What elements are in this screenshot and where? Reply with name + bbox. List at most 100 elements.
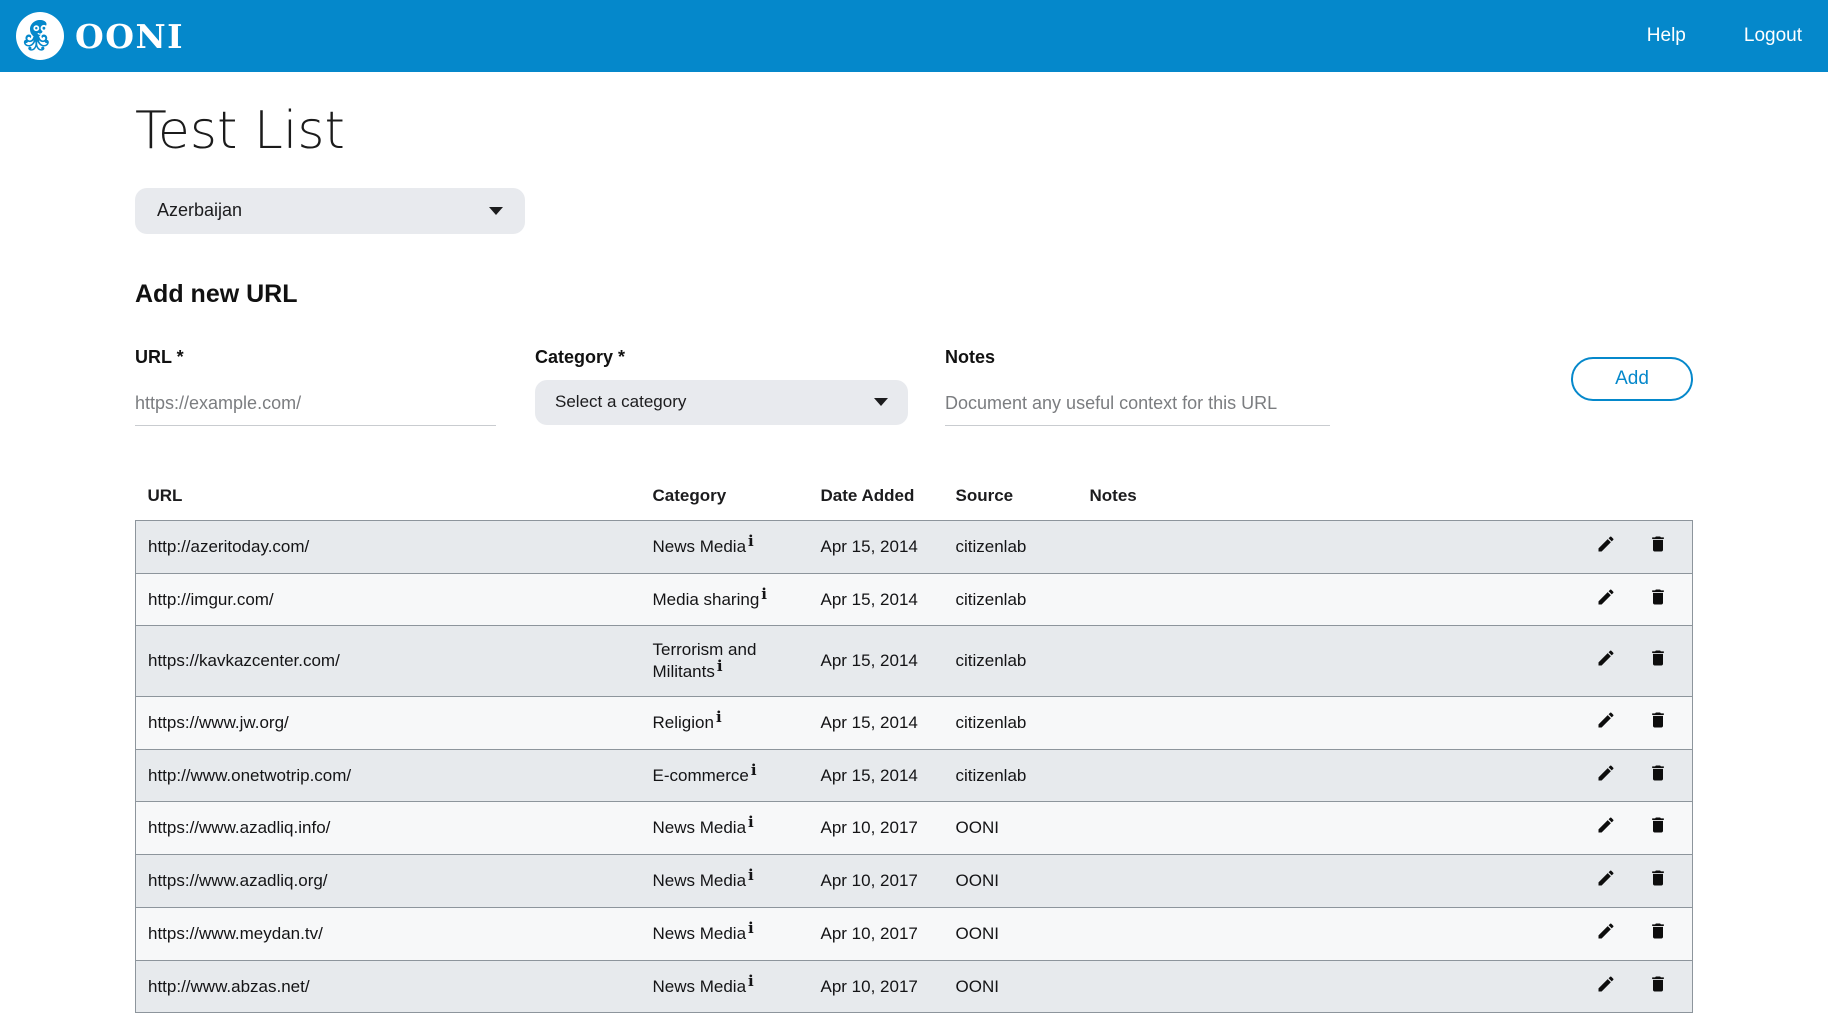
nav-help-link[interactable]: Help [1646, 25, 1686, 46]
delete-icon[interactable] [1648, 921, 1668, 941]
delete-icon[interactable] [1648, 587, 1668, 607]
row-category: Media sharing i [641, 573, 809, 626]
row-url: https://kavkazcenter.com/ [148, 651, 340, 671]
edit-icon[interactable] [1596, 921, 1616, 941]
row-notes [1078, 573, 1558, 626]
table-row: https://www.azadliq.org/ News Media i Apr… [135, 854, 1693, 908]
category-label: Category * [535, 346, 626, 367]
row-category-text: News Media [652, 923, 747, 943]
col-header-url: URL [147, 485, 183, 505]
col-header-actions [1557, 476, 1692, 521]
nav-logout-link[interactable]: Logout [1743, 25, 1802, 46]
row-source: citizenlab [955, 765, 1027, 785]
row-url: http://www.onetwotrip.com/ [148, 765, 352, 785]
info-icon[interactable]: i [750, 760, 757, 779]
row-category: News Media i [641, 520, 809, 573]
category-select[interactable]: Select a category [535, 379, 908, 425]
edit-icon[interactable] [1596, 587, 1616, 607]
url-table: URL Category Date Added Source Notes htt… [135, 476, 1693, 1013]
add-button[interactable]: Add [1571, 356, 1693, 401]
url-field-group: URL * [135, 347, 496, 426]
row-category-text: Religion [652, 712, 714, 732]
edit-icon[interactable] [1596, 534, 1616, 554]
edit-icon[interactable] [1596, 648, 1616, 668]
url-input[interactable] [135, 383, 496, 426]
row-source: OONI [955, 818, 999, 838]
info-icon[interactable]: i [716, 657, 723, 676]
row-category: E-commerce i [641, 749, 809, 802]
row-category: Terrorism and Militants i [641, 626, 809, 697]
info-icon[interactable]: i [761, 584, 767, 603]
row-url: http://azeritoday.com/ [148, 536, 310, 556]
delete-icon[interactable] [1648, 868, 1668, 888]
table-row: http://imgur.com/ Media sharing i Apr 15,… [135, 573, 1693, 626]
add-url-form: URL * Category * Select a category Notes… [135, 347, 1693, 426]
delete-icon[interactable] [1648, 710, 1668, 730]
row-actions [1557, 573, 1692, 626]
table-row: https://www.jw.org/ Religion i Apr 15, 20… [135, 696, 1693, 750]
row-url: https://www.azadliq.info/ [148, 818, 331, 838]
edit-icon[interactable] [1596, 763, 1616, 783]
url-table-header: URL Category Date Added Source Notes [136, 476, 1693, 521]
edit-icon[interactable] [1596, 710, 1616, 730]
row-category-text: Media sharing [652, 589, 760, 609]
delete-icon[interactable] [1648, 815, 1668, 835]
row-source: OONI [955, 871, 999, 891]
row-actions [1557, 855, 1692, 908]
row-notes [1078, 907, 1558, 960]
country-select[interactable]: Azerbaijan [135, 187, 525, 234]
chevron-down-icon [874, 398, 888, 407]
category-select-value: Select a category [555, 392, 687, 412]
table-row: https://www.meydan.tv/ News Media i Apr 1… [135, 907, 1693, 961]
row-url: http://www.abzas.net/ [148, 976, 310, 996]
row-source: citizenlab [955, 589, 1027, 609]
page-title: Test List [135, 101, 345, 161]
row-actions [1557, 626, 1692, 697]
ooni-brand[interactable]: OONI [16, 12, 184, 60]
col-header-date-added: Date Added [820, 485, 915, 505]
info-icon[interactable]: i [748, 971, 754, 990]
row-date-added: Apr 15, 2014 [820, 651, 918, 671]
delete-icon[interactable] [1648, 974, 1668, 994]
edit-icon[interactable] [1596, 868, 1616, 888]
info-icon[interactable]: i [748, 813, 754, 832]
row-notes [1078, 626, 1558, 697]
top-bar: OONI Help Logout [0, 0, 1828, 72]
row-actions [1557, 802, 1692, 855]
url-table-body: http://azeritoday.com/ News Media i Apr 1… [135, 520, 1693, 1013]
add-new-url-heading: Add new URL [135, 279, 298, 308]
row-url: https://www.jw.org/ [148, 712, 289, 732]
row-date-added: Apr 10, 2017 [820, 923, 918, 943]
info-icon[interactable]: i [748, 918, 754, 937]
row-date-added: Apr 10, 2017 [820, 871, 918, 891]
top-nav: Help Logout [1647, 25, 1806, 47]
row-actions [1557, 907, 1692, 960]
delete-icon[interactable] [1648, 534, 1668, 554]
info-icon[interactable]: i [715, 707, 722, 726]
row-date-added: Apr 15, 2014 [820, 589, 918, 609]
chevron-down-icon [489, 206, 503, 215]
delete-icon[interactable] [1648, 648, 1668, 668]
table-row: http://www.onetwotrip.com/ E-commerce i A… [135, 749, 1693, 802]
edit-icon[interactable] [1596, 974, 1616, 994]
notes-input[interactable] [945, 383, 1330, 426]
row-date-added: Apr 15, 2014 [820, 712, 918, 732]
row-notes [1078, 960, 1558, 1013]
row-notes [1078, 696, 1558, 749]
delete-icon[interactable] [1648, 763, 1668, 783]
row-source: citizenlab [955, 651, 1027, 671]
info-icon[interactable]: i [748, 531, 754, 550]
row-source: citizenlab [955, 536, 1027, 556]
row-category: News Media i [641, 907, 809, 960]
brand-name: OONI [75, 16, 185, 56]
col-header-source: Source [955, 485, 1014, 505]
edit-icon[interactable] [1596, 815, 1616, 835]
add-button-wrap: Add [1571, 356, 1693, 401]
row-notes [1078, 749, 1558, 802]
row-url: http://imgur.com/ [148, 589, 274, 609]
row-category: News Media i [641, 855, 809, 908]
row-actions [1557, 696, 1692, 749]
info-icon[interactable]: i [748, 866, 754, 885]
notes-field-group: Notes [945, 347, 1330, 426]
url-label: URL * [135, 346, 184, 367]
